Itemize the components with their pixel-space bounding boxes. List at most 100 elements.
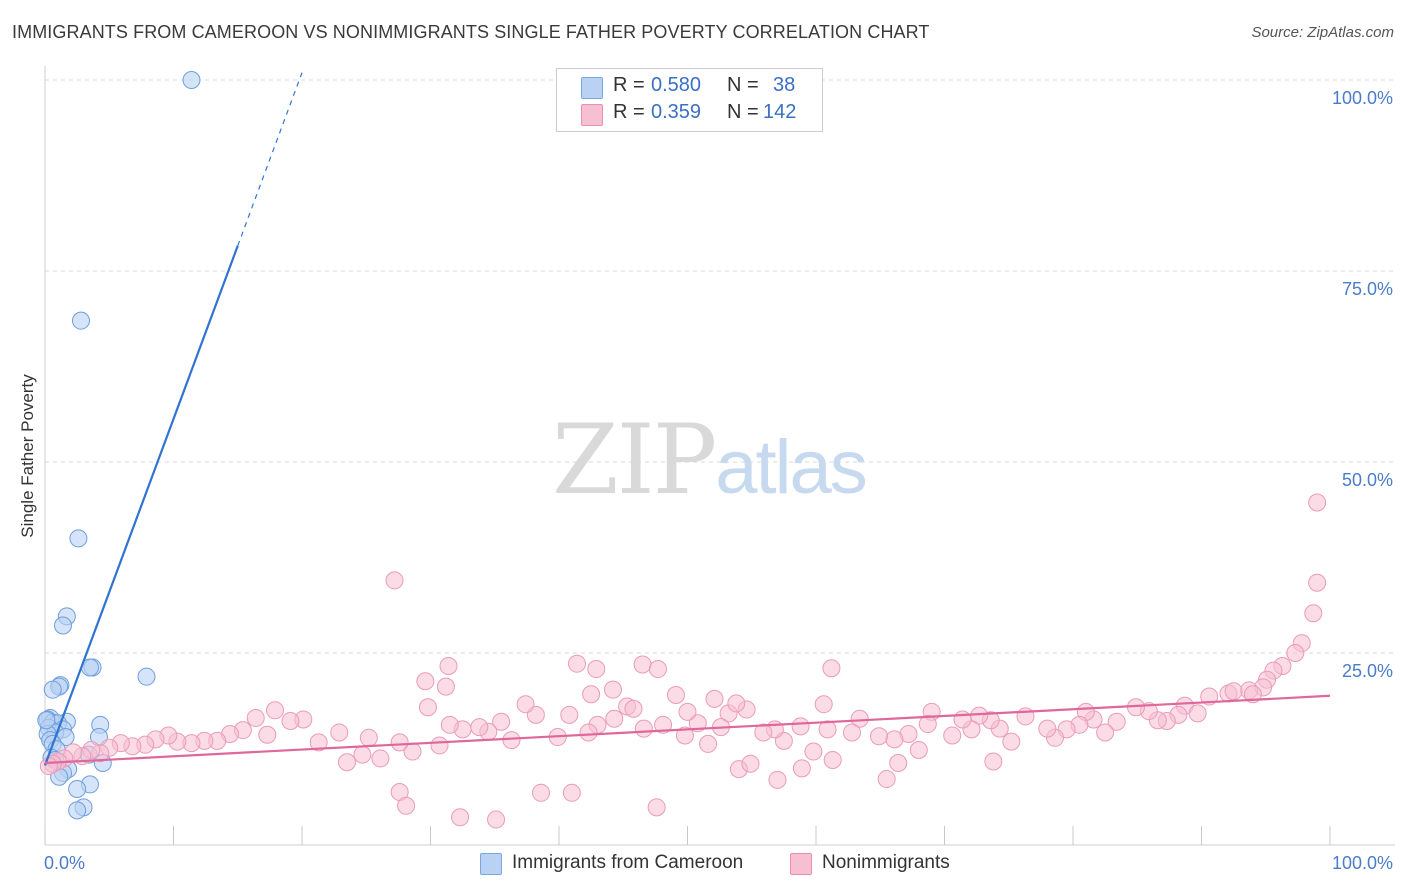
- trend-line-cameroon: [43, 245, 239, 766]
- data-point-nonimmigrants: [516, 695, 535, 714]
- data-point-nonimmigrants: [390, 733, 409, 752]
- data-point-cameroon: [43, 680, 62, 699]
- data-point-nonimmigrants: [1188, 704, 1207, 723]
- data-point-nonimmigrants: [889, 754, 908, 773]
- data-point-nonimmigrants: [918, 715, 937, 734]
- legend-n-value: 38: [773, 74, 796, 96]
- watermark-zip: ZIP: [552, 404, 717, 516]
- data-point-nonimmigrants: [258, 725, 277, 744]
- data-point-nonimmigrants: [792, 759, 811, 778]
- source-label: Source: ZipAtlas.com: [1251, 24, 1394, 41]
- data-point-nonimmigrants: [814, 695, 833, 714]
- data-point-nonimmigrants: [822, 659, 841, 678]
- data-point-nonimmigrants: [688, 714, 707, 733]
- data-point-nonimmigrants: [430, 736, 449, 755]
- data-point-nonimmigrants: [1286, 644, 1305, 662]
- data-point-cameroon: [71, 311, 90, 330]
- data-point-nonimmigrants: [371, 749, 390, 768]
- trend-lines: [43, 72, 1331, 766]
- data-point-nonimmigrants: [842, 723, 861, 742]
- trend-line-nonimmigrants: [44, 694, 1331, 765]
- data-point-cameroon: [68, 779, 87, 798]
- data-point-nonimmigrants: [532, 783, 551, 802]
- data-point-nonimmigrants: [605, 709, 624, 728]
- data-point-nonimmigrants: [562, 783, 581, 802]
- data-point-nonimmigrants: [818, 720, 837, 739]
- data-point-cameroon: [68, 801, 87, 820]
- legend-n-label: N =: [727, 101, 759, 123]
- legend-swatch-blue: [480, 853, 502, 875]
- y-axis-label: Single Father Poverty: [18, 374, 37, 538]
- data-point-nonimmigrants: [487, 810, 506, 829]
- watermark: ZIPatlas: [552, 404, 868, 516]
- data-point-nonimmigrants: [654, 715, 673, 734]
- legend-r-label: R =: [613, 101, 645, 123]
- data-point-nonimmigrants: [768, 770, 787, 789]
- data-point-nonimmigrants: [587, 660, 606, 679]
- data-point-nonimmigrants: [675, 726, 694, 745]
- data-point-nonimmigrants: [1308, 493, 1327, 512]
- legend-r-value: 0.580: [651, 74, 702, 96]
- data-point-nonimmigrants: [246, 708, 265, 727]
- correlation-legend: R = 0.580 N = 38 R = 0.359 N = 142: [556, 68, 823, 132]
- data-point-cameroon: [53, 616, 72, 635]
- data-point-nonimmigrants: [492, 712, 511, 731]
- data-point-nonimmigrants: [266, 701, 285, 720]
- data-point-nonimmigrants: [337, 753, 356, 772]
- data-point-nonimmigrants: [1308, 573, 1327, 592]
- data-point-nonimmigrants: [582, 685, 601, 704]
- data-point-cameroon: [137, 667, 156, 686]
- data-point-nonimmigrants: [648, 660, 667, 679]
- data-point-nonimmigrants: [385, 571, 404, 590]
- data-point-nonimmigrants: [1002, 732, 1021, 751]
- series-immigrants-from-cameroon: [37, 71, 201, 820]
- data-point-nonimmigrants: [877, 770, 896, 789]
- legend-label-nonimmigrants: Nonimmigrants: [822, 852, 950, 873]
- chart-title: IMMIGRANTS FROM CAMEROON VS NONIMMIGRANT…: [12, 22, 930, 42]
- legend-label-cameroon: Immigrants from Cameroon: [512, 852, 744, 873]
- data-point-nonimmigrants: [647, 798, 666, 817]
- trend-line-cameroon-extension: [237, 72, 303, 246]
- data-point-cameroon: [182, 71, 201, 89]
- data-point-nonimmigrants: [451, 808, 470, 827]
- data-point-nonimmigrants: [666, 686, 685, 705]
- data-point-nonimmigrants: [567, 654, 586, 673]
- data-point-nonimmigrants: [727, 694, 746, 713]
- data-point-nonimmigrants: [397, 796, 416, 815]
- data-point-nonimmigrants: [1038, 719, 1057, 738]
- data-point-nonimmigrants: [624, 699, 643, 718]
- data-point-nonimmigrants: [439, 656, 458, 675]
- data-point-nonimmigrants: [885, 730, 904, 749]
- legend-n-label: N =: [727, 74, 759, 96]
- data-point-nonimmigrants: [678, 702, 697, 721]
- data-point-nonimmigrants: [699, 734, 718, 753]
- data-point-nonimmigrants: [634, 719, 653, 738]
- data-point-nonimmigrants: [1096, 723, 1115, 742]
- data-point-nonimmigrants: [39, 757, 58, 776]
- data-point-nonimmigrants: [502, 731, 521, 750]
- data-point-cameroon: [37, 711, 56, 730]
- data-point-nonimmigrants: [705, 689, 724, 708]
- data-point-nonimmigrants: [741, 754, 760, 773]
- legend-swatch-pink: [790, 853, 812, 875]
- data-point-nonimmigrants: [560, 705, 579, 724]
- data-point-nonimmigrants: [869, 727, 888, 746]
- y-tick-label: 50.0%: [1342, 470, 1393, 490]
- data-point-nonimmigrants: [804, 742, 823, 761]
- data-point-nonimmigrants: [850, 709, 869, 728]
- data-point-nonimmigrants: [943, 726, 962, 745]
- legend-swatch-pink: [581, 104, 603, 126]
- data-point-nonimmigrants: [436, 677, 455, 696]
- legend-r-value: 0.359: [651, 101, 702, 123]
- data-point-nonimmigrants: [791, 717, 810, 736]
- y-tick-label: 75.0%: [1342, 279, 1393, 299]
- data-point-nonimmigrants: [309, 733, 328, 752]
- series-nonimmigrants: [39, 493, 1327, 829]
- data-point-nonimmigrants: [754, 723, 773, 742]
- data-point-nonimmigrants: [823, 750, 842, 769]
- data-point-nonimmigrants: [1107, 712, 1126, 731]
- legend-n-value: 142: [763, 101, 797, 123]
- data-point-nonimmigrants: [984, 752, 1003, 771]
- data-point-nonimmigrants: [579, 723, 598, 742]
